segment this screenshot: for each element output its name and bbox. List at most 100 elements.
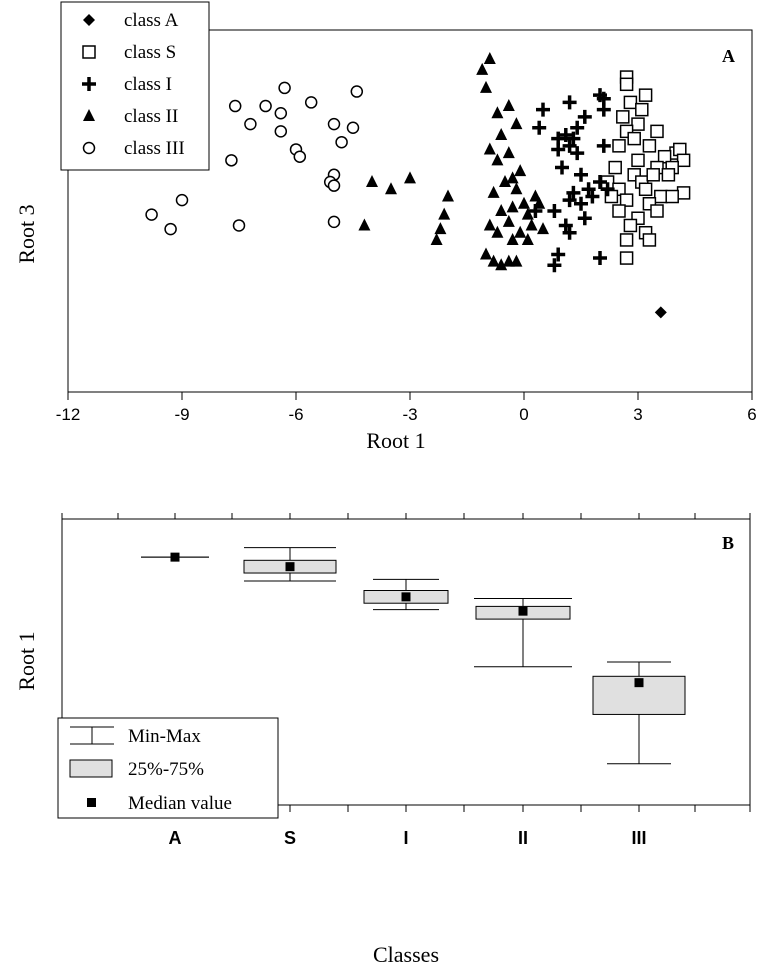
data-point xyxy=(483,218,496,231)
data-point xyxy=(495,258,508,271)
legend-label: class II xyxy=(124,106,178,127)
series-class-s xyxy=(600,70,691,265)
data-point xyxy=(551,247,566,262)
median-marker xyxy=(401,592,411,602)
data-point xyxy=(642,139,657,153)
data-point xyxy=(562,95,577,110)
data-point xyxy=(574,196,588,211)
data-point xyxy=(385,182,397,195)
data-point xyxy=(665,189,679,204)
data-point xyxy=(228,99,242,113)
panel-a-legend: class A class S class I class II class III xyxy=(60,1,210,171)
data-point xyxy=(596,138,611,153)
data-point xyxy=(521,207,534,220)
data-point xyxy=(358,218,371,231)
data-point xyxy=(642,233,657,247)
panel-b-category-label: S xyxy=(284,828,296,848)
data-point xyxy=(487,185,500,198)
panel-a-x-tick-label: 0 xyxy=(519,405,528,424)
data-point xyxy=(327,215,341,229)
data-point xyxy=(676,186,691,200)
box-I xyxy=(363,578,449,611)
data-point xyxy=(596,102,611,117)
panel-b-category-label: III xyxy=(631,828,646,848)
data-point xyxy=(532,120,547,135)
data-point xyxy=(562,225,577,240)
legend-marker-circle-icon xyxy=(82,141,96,155)
data-point xyxy=(293,150,307,163)
data-point xyxy=(600,182,615,197)
data-point xyxy=(577,109,592,124)
data-point xyxy=(346,121,360,134)
panel-b-category-label: II xyxy=(518,828,528,848)
legend-label: class S xyxy=(124,42,176,63)
data-point xyxy=(175,193,189,207)
data-point xyxy=(483,51,496,64)
data-point xyxy=(491,153,504,166)
data-point xyxy=(278,81,291,95)
data-point xyxy=(506,232,519,245)
data-point xyxy=(506,171,519,184)
data-point xyxy=(593,251,607,266)
data-point xyxy=(558,127,573,142)
data-point xyxy=(164,222,177,236)
data-point xyxy=(274,107,288,120)
panel-b-category-label: I xyxy=(403,828,408,848)
data-point xyxy=(631,153,645,168)
data-point xyxy=(430,232,443,245)
data-point xyxy=(521,232,534,245)
data-point xyxy=(627,131,641,146)
data-point xyxy=(558,218,573,233)
legend-marker-plus-icon xyxy=(82,77,96,91)
data-point xyxy=(623,95,638,110)
data-point xyxy=(350,85,364,98)
data-point xyxy=(616,110,630,124)
panel-b-category-label: A xyxy=(169,828,182,848)
data-point xyxy=(631,117,645,131)
panel-b-x-ticks: A S I II III xyxy=(61,513,751,848)
panel-b-y-axis-label: Root 1 xyxy=(14,631,39,690)
panel-b-boxes xyxy=(141,547,686,765)
legend-minmax-label: Min-Max xyxy=(128,726,201,747)
data-point xyxy=(650,204,664,218)
data-point xyxy=(555,160,569,175)
data-point xyxy=(525,218,538,231)
median-marker xyxy=(285,562,295,572)
box-III xyxy=(592,661,686,765)
data-point xyxy=(495,204,508,216)
panel-a-letter: A xyxy=(722,46,735,66)
data-point xyxy=(327,117,341,131)
data-point xyxy=(327,179,341,192)
panel-a-x-axis-label: Root 1 xyxy=(366,428,425,453)
data-point xyxy=(570,146,585,161)
data-point xyxy=(502,254,515,267)
panel-b-x-axis-label: Classes xyxy=(373,942,439,967)
box-S xyxy=(243,547,337,582)
panel-a-x-tick-label: -9 xyxy=(174,405,189,424)
data-point xyxy=(495,127,508,140)
legend-median-label: Median value xyxy=(128,793,232,814)
data-point xyxy=(612,204,626,218)
panel-a-x-tick-label: -3 xyxy=(402,405,417,424)
data-point xyxy=(225,154,238,167)
panel-a-x-tick-label: -12 xyxy=(56,405,81,424)
median-marker xyxy=(634,678,644,688)
data-point xyxy=(619,77,634,92)
data-point xyxy=(335,135,348,149)
data-point xyxy=(566,131,581,146)
data-point xyxy=(619,233,634,247)
data-point xyxy=(537,222,549,235)
data-point xyxy=(638,182,653,197)
panel-a-legend-box xyxy=(60,1,210,171)
data-point xyxy=(366,175,378,188)
data-point xyxy=(533,196,546,209)
panel-b-legend: Min-Max 25%-75% Median value xyxy=(57,717,279,819)
legend-label: class III xyxy=(124,138,185,159)
data-point xyxy=(502,146,515,159)
data-point xyxy=(654,306,667,319)
data-point xyxy=(623,218,638,233)
legend-marker-square-icon xyxy=(82,45,96,59)
data-point xyxy=(654,189,668,204)
data-point xyxy=(499,175,511,188)
